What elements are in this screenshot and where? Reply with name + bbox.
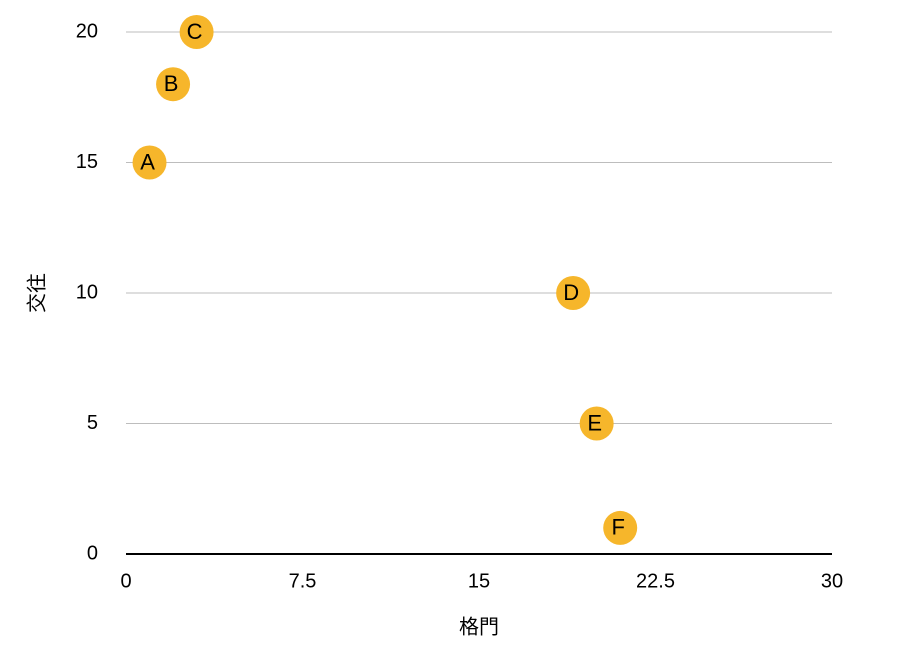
y-tick-label: 0: [87, 542, 98, 564]
point-label: A: [140, 149, 155, 174]
x-tick-label: 0: [120, 570, 131, 592]
point: [179, 15, 214, 49]
point-label: F: [611, 515, 624, 540]
x-tick-label: 15: [468, 570, 490, 592]
y-tick-label: 10: [76, 281, 98, 303]
x-axis-title: 格門: [459, 615, 499, 638]
point: [132, 145, 167, 180]
point: [579, 406, 614, 441]
x-tick-label: 30: [821, 570, 843, 592]
point-label: D: [563, 280, 579, 305]
point-label: B: [164, 71, 179, 96]
x-tick-label: 7.5: [289, 570, 317, 592]
point: [556, 276, 591, 310]
y-tick-label: 5: [87, 412, 98, 434]
x-tick-label: 22.5: [636, 570, 675, 592]
point-label: C: [187, 19, 203, 44]
y-tick-label: 20: [76, 20, 98, 42]
y-tick-label: 15: [76, 151, 98, 173]
point: [156, 67, 191, 102]
y-axis-title: 交往: [25, 273, 48, 313]
point: [603, 510, 638, 545]
point-label: E: [587, 410, 602, 435]
